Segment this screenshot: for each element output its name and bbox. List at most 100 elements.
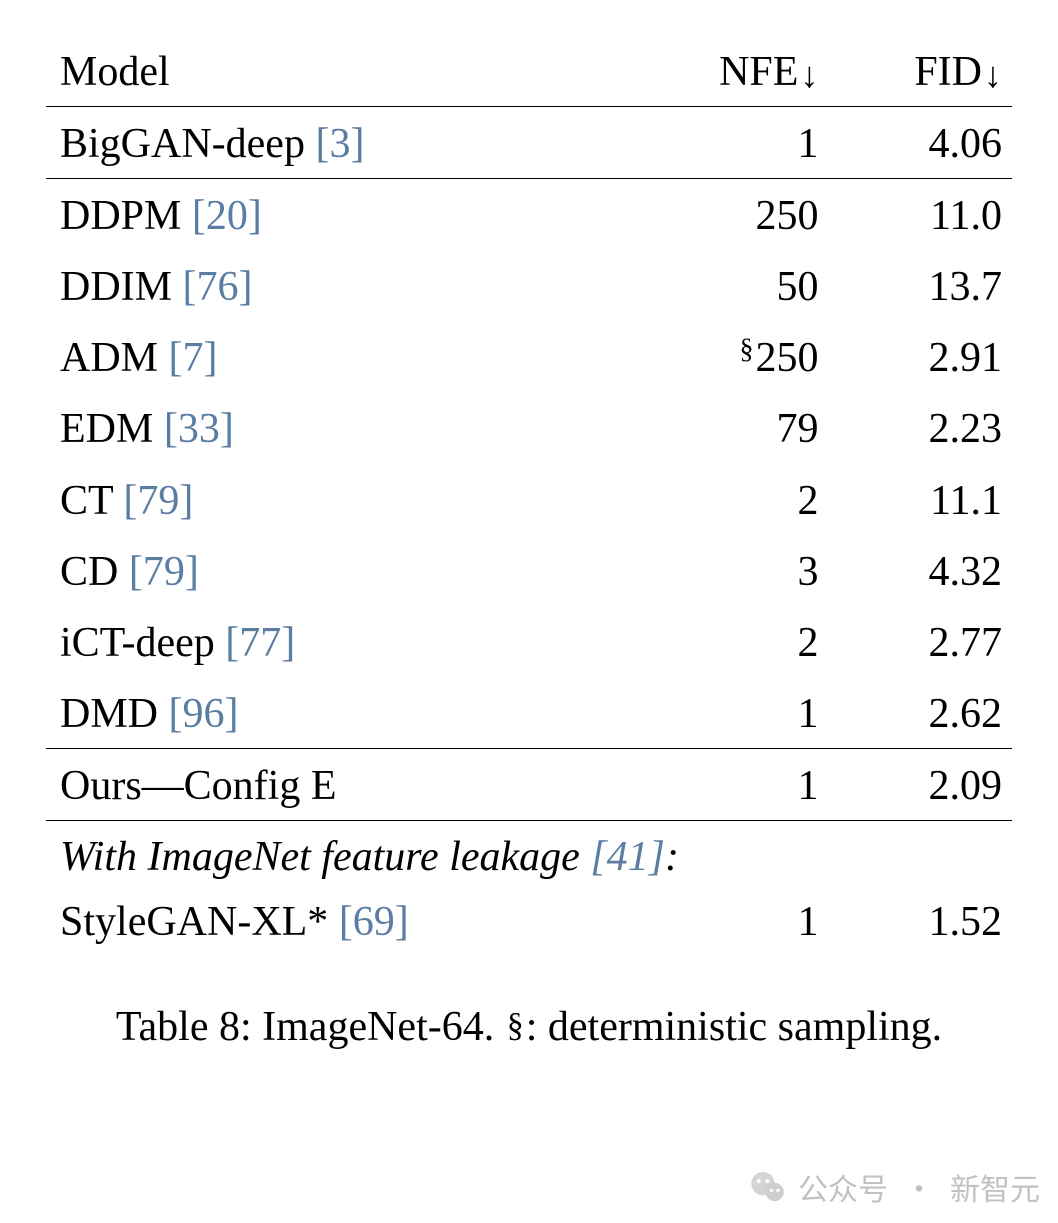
citation: [7] [169,335,218,381]
fid-cell: 2.77 [828,606,1012,677]
nfe-cell: §250 [645,321,829,392]
leakage-note-row: With ImageNet feature leakage [41]: [46,821,1012,886]
model-name: iCT-deep [60,620,215,666]
model-name: DDPM [60,193,181,239]
nfe-value: 50 [776,264,818,310]
citation: [77] [225,620,295,666]
table-row: CT [79] 2 11.1 [46,464,1012,535]
nfe-cell: 250 [645,179,829,251]
fid-cell: 2.91 [828,321,1012,392]
footnote-symbol: § [507,1007,524,1044]
nfe-value: 2 [797,478,818,524]
model-name: EDM [60,406,153,452]
model-name: DDIM [60,264,172,310]
table-row: EDM [33] 79 2.23 [46,392,1012,463]
model-name: DMD [60,691,158,737]
model-cell: Ours—Config E [46,748,645,820]
results-table: Model NFE↓ FID↓ BigGAN-deep [46,38,1012,956]
fid-cell: 2.62 [828,677,1012,749]
nfe-cell: 3 [645,535,829,606]
model-cell: DDIM [76] [46,250,645,321]
citation: [69] [339,899,409,945]
model-cell: ADM [7] [46,321,645,392]
down-arrow-icon: ↓ [984,57,1002,95]
model-cell: iCT-deep [77] [46,606,645,677]
fid-cell: 4.06 [828,107,1012,179]
col-header-model-label: Model [60,49,170,95]
model-cell: BigGAN-deep [3] [46,107,645,179]
table-row: ADM [7] §250 2.91 [46,321,1012,392]
wechat-icon [748,1167,788,1207]
footnote-text: : deterministic sampling. [526,1004,942,1050]
model-name: CD [60,549,118,595]
nfe-cell: 1 [645,677,829,749]
watermark: 公众号 · 新智元 [748,1165,1040,1209]
leakage-note-text: With ImageNet feature leakage [60,834,580,880]
leakage-note-suffix: : [665,834,679,880]
citation: [20] [192,193,262,239]
table-row: BigGAN-deep [3] 1 4.06 [46,107,1012,179]
model-name: ADM [60,335,158,381]
model-cell: CD [79] [46,535,645,606]
fid-cell: 2.23 [828,392,1012,463]
citation: [79] [123,478,193,524]
nfe-cell: 1 [645,107,829,179]
model-name: StyleGAN-XL* [60,899,328,945]
table-row: Ours—Config E 1 2.09 [46,748,1012,820]
fid-cell: 13.7 [828,250,1012,321]
model-name: CT [60,478,113,524]
col-header-fid-label: FID [914,50,982,94]
nfe-value: 1 [797,691,818,737]
nfe-cell: 1 [645,885,829,956]
nfe-value: 1 [797,899,818,945]
fid-cell: 11.0 [828,179,1012,251]
model-cell: EDM [33] [46,392,645,463]
citation: [33] [164,406,234,452]
leakage-note-cell: With ImageNet feature leakage [41]: [46,821,1012,886]
model-cell: CT [79] [46,464,645,535]
nfe-cell: 50 [645,250,829,321]
table-row: DDIM [76] 50 13.7 [46,250,1012,321]
table-row: DMD [96] 1 2.62 [46,677,1012,749]
table-row: CD [79] 3 4.32 [46,535,1012,606]
nfe-cell: 2 [645,606,829,677]
table-caption: Table 8: ImageNet-64. §: deterministic s… [0,1002,1058,1052]
col-header-model: Model [46,38,645,107]
nfe-cell: 2 [645,464,829,535]
fid-cell: 4.32 [828,535,1012,606]
citation: [3] [315,121,364,167]
watermark-separator: · [904,1165,934,1209]
fid-cell: 2.09 [828,748,1012,820]
model-cell: DDPM [20] [46,179,645,251]
fid-cell: 11.1 [828,464,1012,535]
nfe-value: 79 [776,406,818,452]
nfe-value: 250 [755,335,818,381]
model-name: BigGAN-deep [60,121,305,167]
fid-cell: 1.52 [828,885,1012,956]
table-header-row: Model NFE↓ FID↓ [46,38,1012,107]
caption-title: ImageNet-64. [262,1004,494,1050]
nfe-cell: 79 [645,392,829,463]
down-arrow-icon: ↓ [800,57,818,95]
col-header-nfe-label: NFE [719,50,798,94]
table-row: iCT-deep [77] 2 2.77 [46,606,1012,677]
nfe-value: 3 [797,549,818,595]
table-row: DDPM [20] 250 11.0 [46,179,1012,251]
citation: [79] [129,549,199,595]
nfe-value: 2 [797,620,818,666]
citation: [41] [590,834,665,880]
table-body: BigGAN-deep [3] 1 4.06 DDPM [20] 250 11.… [46,107,1012,957]
nfe-prefix: § [739,334,753,365]
nfe-value: 1 [797,121,818,167]
model-cell: StyleGAN-XL* [69] [46,885,645,956]
nfe-value: 250 [755,193,818,239]
model-name: Ours—Config E [60,763,337,809]
nfe-cell: 1 [645,748,829,820]
col-header-nfe: NFE↓ [645,38,829,107]
watermark-label: 公众号 [798,1165,888,1209]
watermark-source: 新智元 [950,1165,1040,1209]
table-row: StyleGAN-XL* [69] 1 1.52 [46,885,1012,956]
model-cell: DMD [96] [46,677,645,749]
nfe-value: 1 [797,763,818,809]
citation: [76] [183,264,253,310]
